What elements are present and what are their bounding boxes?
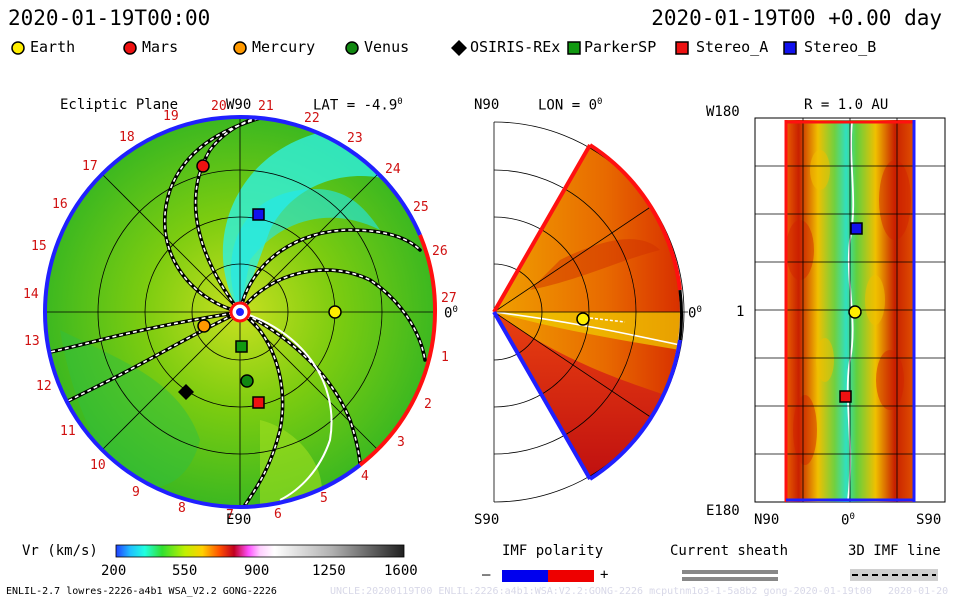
timestamp-left: 2020-01-19T00:00 (8, 6, 211, 30)
colorbar (115, 544, 405, 558)
footer-date: 2020-01-20 (888, 586, 949, 597)
mercury-marker (197, 319, 211, 333)
parkersp-marker (235, 340, 248, 353)
radial-bottom-left-label: E180 (706, 503, 740, 519)
radial-top-left-label: W180 (706, 104, 740, 120)
carrington-label: 16 (52, 197, 68, 212)
carrington-label: 15 (31, 239, 47, 254)
carrington-label: 6 (274, 507, 282, 522)
carrington-label: 25 (413, 200, 429, 215)
colorbar-tick: 200 (101, 563, 127, 579)
current-sheath-label: Current sheath (670, 543, 789, 559)
imf-line-swatch (850, 569, 938, 581)
ecliptic-right-label: 00 (444, 305, 458, 322)
colorbar-label: Vr (km/s) (22, 543, 98, 559)
carrington-label: 24 (385, 162, 401, 177)
ecliptic-top-label: W90 (226, 97, 252, 113)
ecliptic-plane-plot (42, 114, 438, 510)
imf-line-label: 3D IMF line (848, 543, 941, 559)
carrington-label: 7 (226, 508, 234, 523)
ecliptic-title: Ecliptic Plane (60, 97, 179, 113)
carrington-label: 8 (178, 501, 186, 516)
colorbar-tick: 1250 (312, 563, 346, 579)
carrington-label: 19 (163, 109, 179, 124)
stereo-b-marker-radial (850, 222, 863, 235)
imf-polarity-positive-swatch (548, 570, 594, 582)
earth-marker (328, 305, 342, 319)
venus-marker (240, 374, 254, 388)
timestamp-right: 2020-01-19T00 +0.00 day (651, 6, 942, 30)
stereo-a-marker-icon (675, 41, 689, 55)
footer-run-id: UNCLE:20200119T00 ENLIL:2226:a4b1:WSA:V2… (330, 586, 872, 597)
carrington-label: 26 (432, 244, 448, 259)
carrington-label: 23 (347, 131, 363, 146)
carrington-label: 18 (119, 130, 135, 145)
radial-x-left-label: N90 (754, 512, 780, 528)
parkersp-marker-icon (567, 41, 581, 55)
osiris-rex-marker (178, 384, 194, 400)
stereo-b-marker (252, 208, 265, 221)
stereo-b-marker-icon (783, 41, 797, 55)
carrington-label: 3 (397, 435, 405, 450)
carrington-label: 1 (441, 350, 449, 365)
meridional-lon-label: LON = 00 (538, 97, 603, 114)
mars-marker (196, 159, 210, 173)
stereo-a-marker-radial (839, 390, 852, 403)
mercury-marker-icon (233, 41, 247, 55)
carrington-label: 13 (24, 334, 40, 349)
imf-polarity-negative-swatch (502, 570, 548, 582)
earth-marker-icon (11, 41, 25, 55)
carrington-label: 27 (441, 291, 457, 306)
carrington-label: 14 (23, 287, 39, 302)
carrington-label: 21 (258, 99, 274, 114)
earth-marker-meridional (576, 312, 590, 326)
venus-marker-icon (345, 41, 359, 55)
carrington-label: 17 (82, 159, 98, 174)
imf-plus-label: + (600, 567, 609, 583)
carrington-label: 11 (60, 424, 76, 439)
radial-panel-plot (754, 117, 946, 503)
stereo-a-marker (252, 396, 265, 409)
radial-x-right-label: S90 (916, 512, 942, 528)
imf-polarity-label: IMF polarity (502, 543, 604, 559)
carrington-label: 9 (132, 485, 140, 500)
colorbar-tick: 1600 (384, 563, 418, 579)
radial-mid-left-label: 1 (736, 304, 745, 320)
imf-minus-label: – (482, 567, 491, 583)
radial-title: R = 1.0 AU (804, 97, 889, 113)
colorbar-tick: 900 (244, 563, 270, 579)
earth-marker-radial (848, 305, 862, 319)
osiris-rex-marker-icon (451, 40, 467, 56)
meridional-right-label: 00 (688, 305, 702, 322)
ecliptic-bottom-label: E90 (226, 512, 252, 528)
colorbar-tick: 550 (172, 563, 198, 579)
carrington-labels: 20 21 22 23 24 25 26 27 1 2 3 4 5 6 7 8 … (23, 99, 457, 523)
current-sheath-swatch (682, 570, 778, 581)
radial-x-mid-label: 00 (841, 512, 855, 529)
carrington-label: 10 (90, 458, 106, 473)
carrington-label: 4 (361, 469, 369, 484)
meridional-bottom-label: S90 (474, 512, 500, 528)
ecliptic-lat-label: LAT = -4.90 (313, 97, 403, 114)
mars-marker-icon (123, 41, 137, 55)
footer-credit: ENLIL-2.7 lowres-2226-a4b1 WSA_V2.2 GONG… (6, 586, 277, 597)
meridional-top-label: N90 (474, 97, 500, 113)
meridional-plane-plot (492, 121, 688, 503)
carrington-label: 22 (304, 111, 320, 126)
carrington-label: 20 (211, 99, 227, 114)
carrington-label: 12 (36, 379, 52, 394)
carrington-label: 2 (424, 397, 432, 412)
carrington-label: 5 (320, 491, 328, 506)
